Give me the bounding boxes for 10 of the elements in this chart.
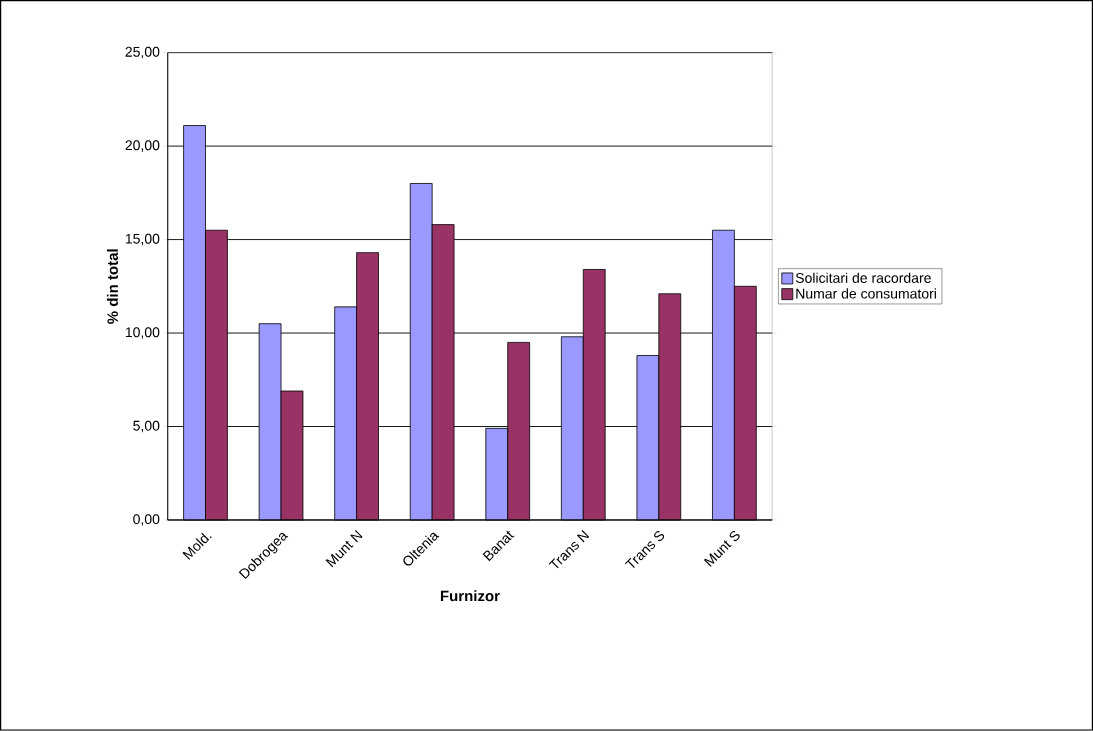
legend-label: Numar de consumatori [796,288,936,299]
x-axis-title: Furnizor [440,590,500,602]
y-tick-label: 10,00 [125,327,160,339]
y-tick-label: 20,00 [125,140,160,153]
y-tick-label: 5,00 [133,420,160,433]
legend-label: Solicitari de racordare [795,272,931,284]
y-tick-label: 25,00 [125,46,160,59]
y-tick-label: 0,00 [133,514,160,526]
y-axis-title: % din total [106,249,118,325]
y-tick-label: 15,00 [125,233,160,246]
